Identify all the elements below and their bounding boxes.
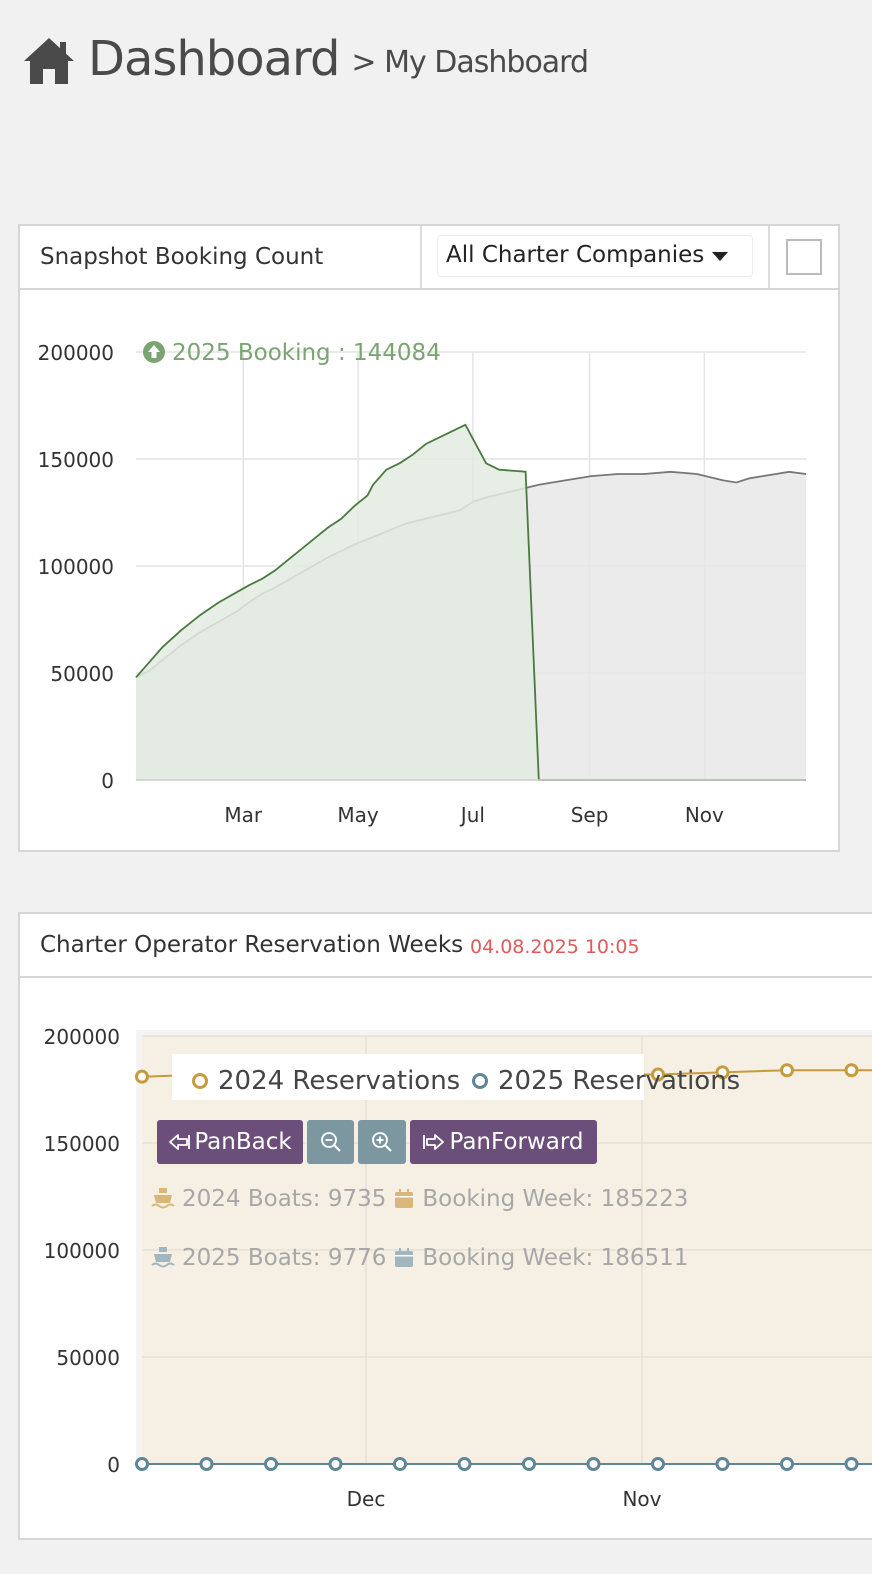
- reservations-2025-point: [457, 1457, 472, 1471]
- x-tick-label: Jul: [459, 803, 485, 827]
- stats-2024: 2024 Boats: 9735 Booking Week: 185223: [150, 1186, 688, 1212]
- reservation-weeks-chart: 0 50000 100000 150000 200000 Dec Nov: [44, 1025, 872, 1511]
- zoom-in-icon: [372, 1132, 392, 1152]
- calendar-icon: [395, 1189, 414, 1208]
- legend-marker-icon: [192, 1073, 208, 1089]
- booking-week-2024: Booking Week: 185223: [422, 1186, 689, 1212]
- boats-2025: 2025 Boats: 9776: [182, 1245, 387, 1271]
- reservations-2025-point: [393, 1457, 407, 1471]
- booking-week-2025: Booking Week: 186511: [422, 1245, 689, 1271]
- y-tick-label: 50000: [56, 1346, 120, 1370]
- x-tick-label: Mar: [224, 803, 263, 827]
- home-icon[interactable]: [22, 34, 76, 88]
- zoom-in-button[interactable]: [358, 1120, 406, 1164]
- legend-label: 2025 Booking : 144084: [172, 340, 441, 366]
- zoom-out-icon: [320, 1132, 341, 1152]
- reservations-2025-point: [586, 1457, 601, 1471]
- pan-forward-button[interactable]: PanForward: [410, 1120, 597, 1164]
- boats-2024: 2024 Boats: 9735: [182, 1186, 387, 1212]
- reservations-2025-point: [651, 1457, 665, 1471]
- y-tick-label: 50000: [50, 662, 114, 686]
- pan-back-icon: [169, 1134, 191, 1150]
- legend-item-2025[interactable]: 2025 Reservations: [472, 1066, 740, 1096]
- pan-forward-label: PanForward: [449, 1129, 584, 1155]
- panel-header: Snapshot Booking Count All Charter Compa…: [20, 226, 838, 290]
- pan-back-button[interactable]: PanBack: [157, 1120, 303, 1164]
- reservations-2025-point: [522, 1457, 536, 1471]
- charter-company-select[interactable]: All Charter Companies: [438, 236, 752, 276]
- reservations-2025-point: [844, 1457, 859, 1471]
- breadcrumb: > My Dashboard: [351, 45, 589, 80]
- x-tick-label: May: [337, 803, 379, 827]
- pan-back-label: PanBack: [194, 1129, 292, 1155]
- snapshot-booking-panel: Snapshot Booking Count All Charter Compa…: [18, 224, 840, 852]
- x-tick-label: Sep: [571, 803, 609, 827]
- reservation-weeks-panel: Charter Operator Reservation Weeks 04.08…: [18, 912, 872, 1540]
- reservations-2025-point: [264, 1457, 278, 1471]
- ship-icon: [151, 1247, 175, 1268]
- reservations-2024-point: [715, 1065, 730, 1080]
- y-tick-label: 0: [107, 1453, 120, 1477]
- booking-2025-series-area: [136, 424, 806, 780]
- page-title: Dashboard: [88, 31, 340, 87]
- legend-label: 2024 Reservations: [218, 1066, 461, 1096]
- y-tick-label: 150000: [44, 1132, 120, 1156]
- ship-icon: [151, 1188, 175, 1209]
- calendar-icon: [395, 1248, 414, 1267]
- panel-title: Charter Operator Reservation Weeks: [40, 932, 464, 958]
- chart-legend: 2024 Reservations 2025 Reservations: [172, 1054, 740, 1100]
- y-tick-label: 150000: [38, 448, 114, 472]
- reservations-2024-point: [844, 1063, 859, 1078]
- x-tick-label: Dec: [347, 1487, 386, 1511]
- pan-forward-icon: [423, 1134, 445, 1150]
- panel-timestamp: 04.08.2025 10:05: [470, 936, 640, 958]
- reservations-2025-point: [328, 1457, 343, 1471]
- y-tick-label: 100000: [44, 1239, 120, 1263]
- reservations-2025-point: [199, 1457, 214, 1471]
- reservations-2025-point: [135, 1457, 149, 1471]
- y-tick-label: 200000: [38, 341, 114, 365]
- stats-2025: 2025 Boats: 9776 Booking Week: 186511: [150, 1245, 688, 1271]
- panel-checkbox[interactable]: [786, 239, 822, 275]
- select-value: All Charter Companies: [446, 242, 705, 268]
- reservations-2024-point: [780, 1063, 794, 1078]
- legend-label: 2025 Reservations: [498, 1066, 741, 1096]
- booking-count-chart: 0 50000 100000 150000 200000 Mar May Jul Sep Nov…: [38, 340, 807, 827]
- reservations-2025-point: [715, 1457, 730, 1471]
- header-divider: [420, 226, 422, 288]
- y-tick-label: 100000: [38, 555, 114, 579]
- page-header: Dashboard > My Dashboard: [22, 28, 589, 88]
- chart-legend[interactable]: 2025 Booking : 144084: [143, 340, 441, 366]
- header-divider: [768, 226, 770, 288]
- legend-marker-icon: [472, 1073, 488, 1089]
- x-tick-label: Nov: [685, 803, 724, 827]
- x-tick-label: Nov: [622, 1487, 661, 1511]
- reservations-2024-point: [135, 1069, 149, 1084]
- zoom-out-button[interactable]: [307, 1120, 354, 1164]
- chevron-down-icon: [712, 252, 728, 261]
- panel-title: Snapshot Booking Count: [40, 244, 324, 270]
- y-tick-label: 0: [101, 769, 114, 793]
- reservations-2024-point: [651, 1067, 665, 1082]
- booking-2025-series-line: [135, 423, 806, 781]
- panel-header: Charter Operator Reservation Weeks 04.08…: [20, 914, 872, 978]
- y-tick-label: 200000: [44, 1025, 120, 1049]
- legend-item-2024[interactable]: 2024 Reservations: [192, 1066, 460, 1096]
- reservations-2025-point: [780, 1457, 794, 1471]
